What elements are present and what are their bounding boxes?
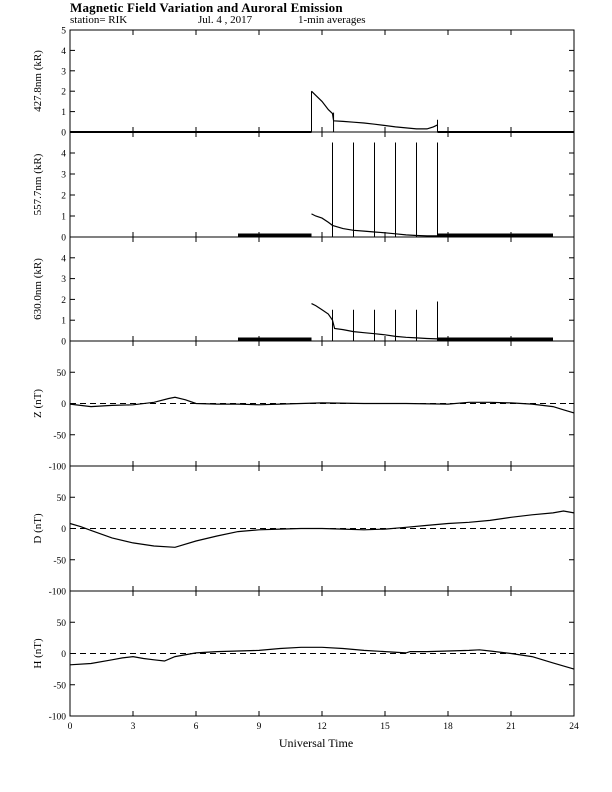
averaging-label: 1-min averages xyxy=(298,14,366,26)
x-tick-label: 24 xyxy=(569,722,579,732)
station-label: station= RIK xyxy=(70,14,128,26)
y-tick-label: -100 xyxy=(49,588,67,598)
y-tick-label: 0 xyxy=(61,525,66,535)
x-axis-label: Universal Time xyxy=(279,736,353,750)
y-tick-label: 2 xyxy=(61,296,66,306)
y-tick-label: 2 xyxy=(61,192,66,202)
panel-frame xyxy=(69,131,575,238)
y-tick-label: 50 xyxy=(57,619,67,629)
panel-6: -100 -50 0 50 H (nT) xyxy=(32,590,575,723)
x-tick-label: 21 xyxy=(506,722,516,732)
panel-3: 0 1 2 3 4 630.0nm (kR) xyxy=(32,236,575,348)
y-axis-label: D (nT) xyxy=(32,513,44,544)
x-tick-label: 9 xyxy=(257,722,262,732)
series-line xyxy=(69,646,575,670)
y-tick-label: 0 xyxy=(61,129,66,139)
x-tick-label: 18 xyxy=(443,722,453,732)
panel-1: 0 1 2 3 4 5 427.8nm (kR) xyxy=(32,27,575,139)
y-tick-label: 4 xyxy=(61,47,66,57)
series-line xyxy=(311,213,438,237)
y-tick-label: -50 xyxy=(53,681,66,691)
panel-2: 0 1 2 3 4 557.7nm (kR) xyxy=(32,131,575,244)
series-line xyxy=(69,510,575,548)
y-tick-label: 0 xyxy=(61,338,66,348)
panel-frame xyxy=(69,236,575,342)
y-tick-label: 0 xyxy=(61,234,66,244)
y-tick-label: 3 xyxy=(61,67,66,77)
y-axis-label: 427.8nm (kR) xyxy=(32,50,44,112)
x-tick-label: 3 xyxy=(131,722,136,732)
series-line xyxy=(311,90,438,130)
y-axis-label: Z (nT) xyxy=(32,389,44,418)
y-tick-label: -50 xyxy=(53,556,66,566)
x-tick-label: 6 xyxy=(194,722,199,732)
panel-4: -100 -50 0 50 Z (nT) xyxy=(32,340,575,473)
y-axis-label: 630.0nm (kR) xyxy=(32,258,44,320)
y-tick-label: -100 xyxy=(49,463,67,473)
y-axis-label: 557.7nm (kR) xyxy=(32,153,44,215)
y-tick-label: 50 xyxy=(57,494,67,504)
panel-5: -100 -50 0 50 D (nT) xyxy=(32,465,575,598)
x-tick-label: 0 xyxy=(68,722,73,732)
x-tick-label: 15 xyxy=(380,722,390,732)
panel-frame xyxy=(69,29,575,133)
date-label: Jul. 4 , 2017 xyxy=(198,14,253,26)
y-tick-label: 5 xyxy=(61,27,66,37)
y-tick-label: 3 xyxy=(61,171,66,181)
y-tick-label: -50 xyxy=(53,431,66,441)
y-tick-label: 50 xyxy=(57,369,67,379)
series-line xyxy=(69,396,575,414)
y-tick-label: 0 xyxy=(61,400,66,410)
y-tick-label: 1 xyxy=(61,108,66,118)
header-line: station= RIK Jul. 4 , 2017 1-min average… xyxy=(70,14,590,28)
y-tick-label: 1 xyxy=(61,213,66,223)
page-title: Magnetic Field Variation and Auroral Emi… xyxy=(70,0,343,15)
y-tick-label: 2 xyxy=(61,88,66,98)
y-tick-label: 4 xyxy=(61,254,66,264)
y-axis-label: H (nT) xyxy=(32,638,44,669)
y-tick-label: -100 xyxy=(49,713,67,723)
series-line xyxy=(311,303,438,340)
x-tick-label: 12 xyxy=(317,722,327,732)
y-tick-label: 1 xyxy=(61,317,66,327)
y-tick-label: 0 xyxy=(61,650,66,660)
y-tick-label: 3 xyxy=(61,275,66,285)
y-tick-label: 4 xyxy=(61,150,66,160)
